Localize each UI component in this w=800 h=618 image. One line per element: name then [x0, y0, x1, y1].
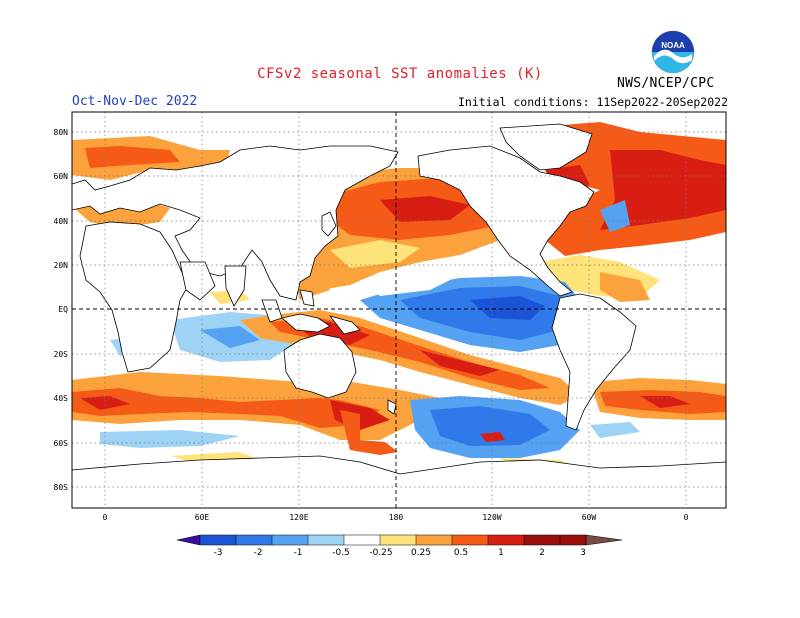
lon-label: 120W: [482, 513, 501, 522]
initial-conditions-label: Initial conditions: 11Sep2022-20Sep2022: [457, 95, 728, 109]
colorbar-segment: [452, 535, 488, 545]
colorbar-segment: [416, 535, 452, 545]
lon-label: 60W: [582, 513, 597, 522]
colorbar: -3 -2 -1 -0.5 -0.25 0.25 0.5 1 2 3: [176, 534, 623, 558]
colorbar-label: 0.5: [454, 548, 468, 558]
lon-label: 120E: [289, 513, 308, 522]
colorbar-label: 0.25: [411, 548, 431, 558]
map-frame: [71, 111, 727, 509]
lat-labels: 80N 60N 40N 20N EQ 20S 40S 60S 80S: [54, 128, 69, 492]
colorbar-label: -0.5: [332, 548, 350, 558]
colorbar-label: 3: [580, 548, 586, 558]
lat-label: 20S: [54, 350, 69, 359]
lat-label: 80S: [54, 483, 69, 492]
noaa-logo: NOAA: [651, 30, 695, 74]
colorbar-label: 1: [498, 548, 504, 558]
lat-label: 60N: [54, 172, 69, 181]
lat-label: 20N: [54, 261, 69, 270]
continents: [72, 123, 726, 508]
colorbar-segment: [308, 535, 344, 545]
colorbar-segment: [344, 535, 380, 545]
colorbar-label: -2: [254, 548, 263, 558]
colorbar-segment: [236, 535, 272, 545]
noaa-logo-text: NOAA: [661, 41, 685, 50]
colorbar-segment: [272, 535, 308, 545]
colorbar-segment: [488, 535, 524, 545]
colorbar-label: 2: [539, 548, 545, 558]
map-title: CFSv2 seasonal SST anomalies (K): [257, 66, 543, 82]
lat-label: 80N: [54, 128, 69, 137]
lat-label: 60S: [54, 439, 69, 448]
lon-labels: 0 60E 120E 180 120W 60W 0: [103, 513, 689, 522]
graticule: [72, 112, 726, 508]
colorbar-min-arrow: [176, 534, 201, 546]
colorbar-max-arrow: [585, 534, 623, 546]
colorbar-segment: [560, 535, 586, 545]
colorbar-segment: [380, 535, 416, 545]
lat-label: 40N: [54, 217, 69, 226]
lon-label: 180: [389, 513, 404, 522]
colorbar-segment: [524, 535, 560, 545]
agency-label: NWS/NCEP/CPC: [617, 76, 715, 91]
lon-label: 60E: [195, 513, 210, 522]
season-label: Oct-Nov-Dec 2022: [72, 94, 198, 109]
lon-label: 0: [103, 513, 108, 522]
lon-label: 0: [684, 513, 689, 522]
colorbar-label: -0.25: [369, 548, 392, 558]
lat-label: 40S: [54, 394, 69, 403]
lat-label: EQ: [58, 305, 68, 314]
colorbar-label: -1: [294, 548, 303, 558]
colorbar-segment: [200, 535, 236, 545]
colorbar-label: -3: [214, 548, 223, 558]
